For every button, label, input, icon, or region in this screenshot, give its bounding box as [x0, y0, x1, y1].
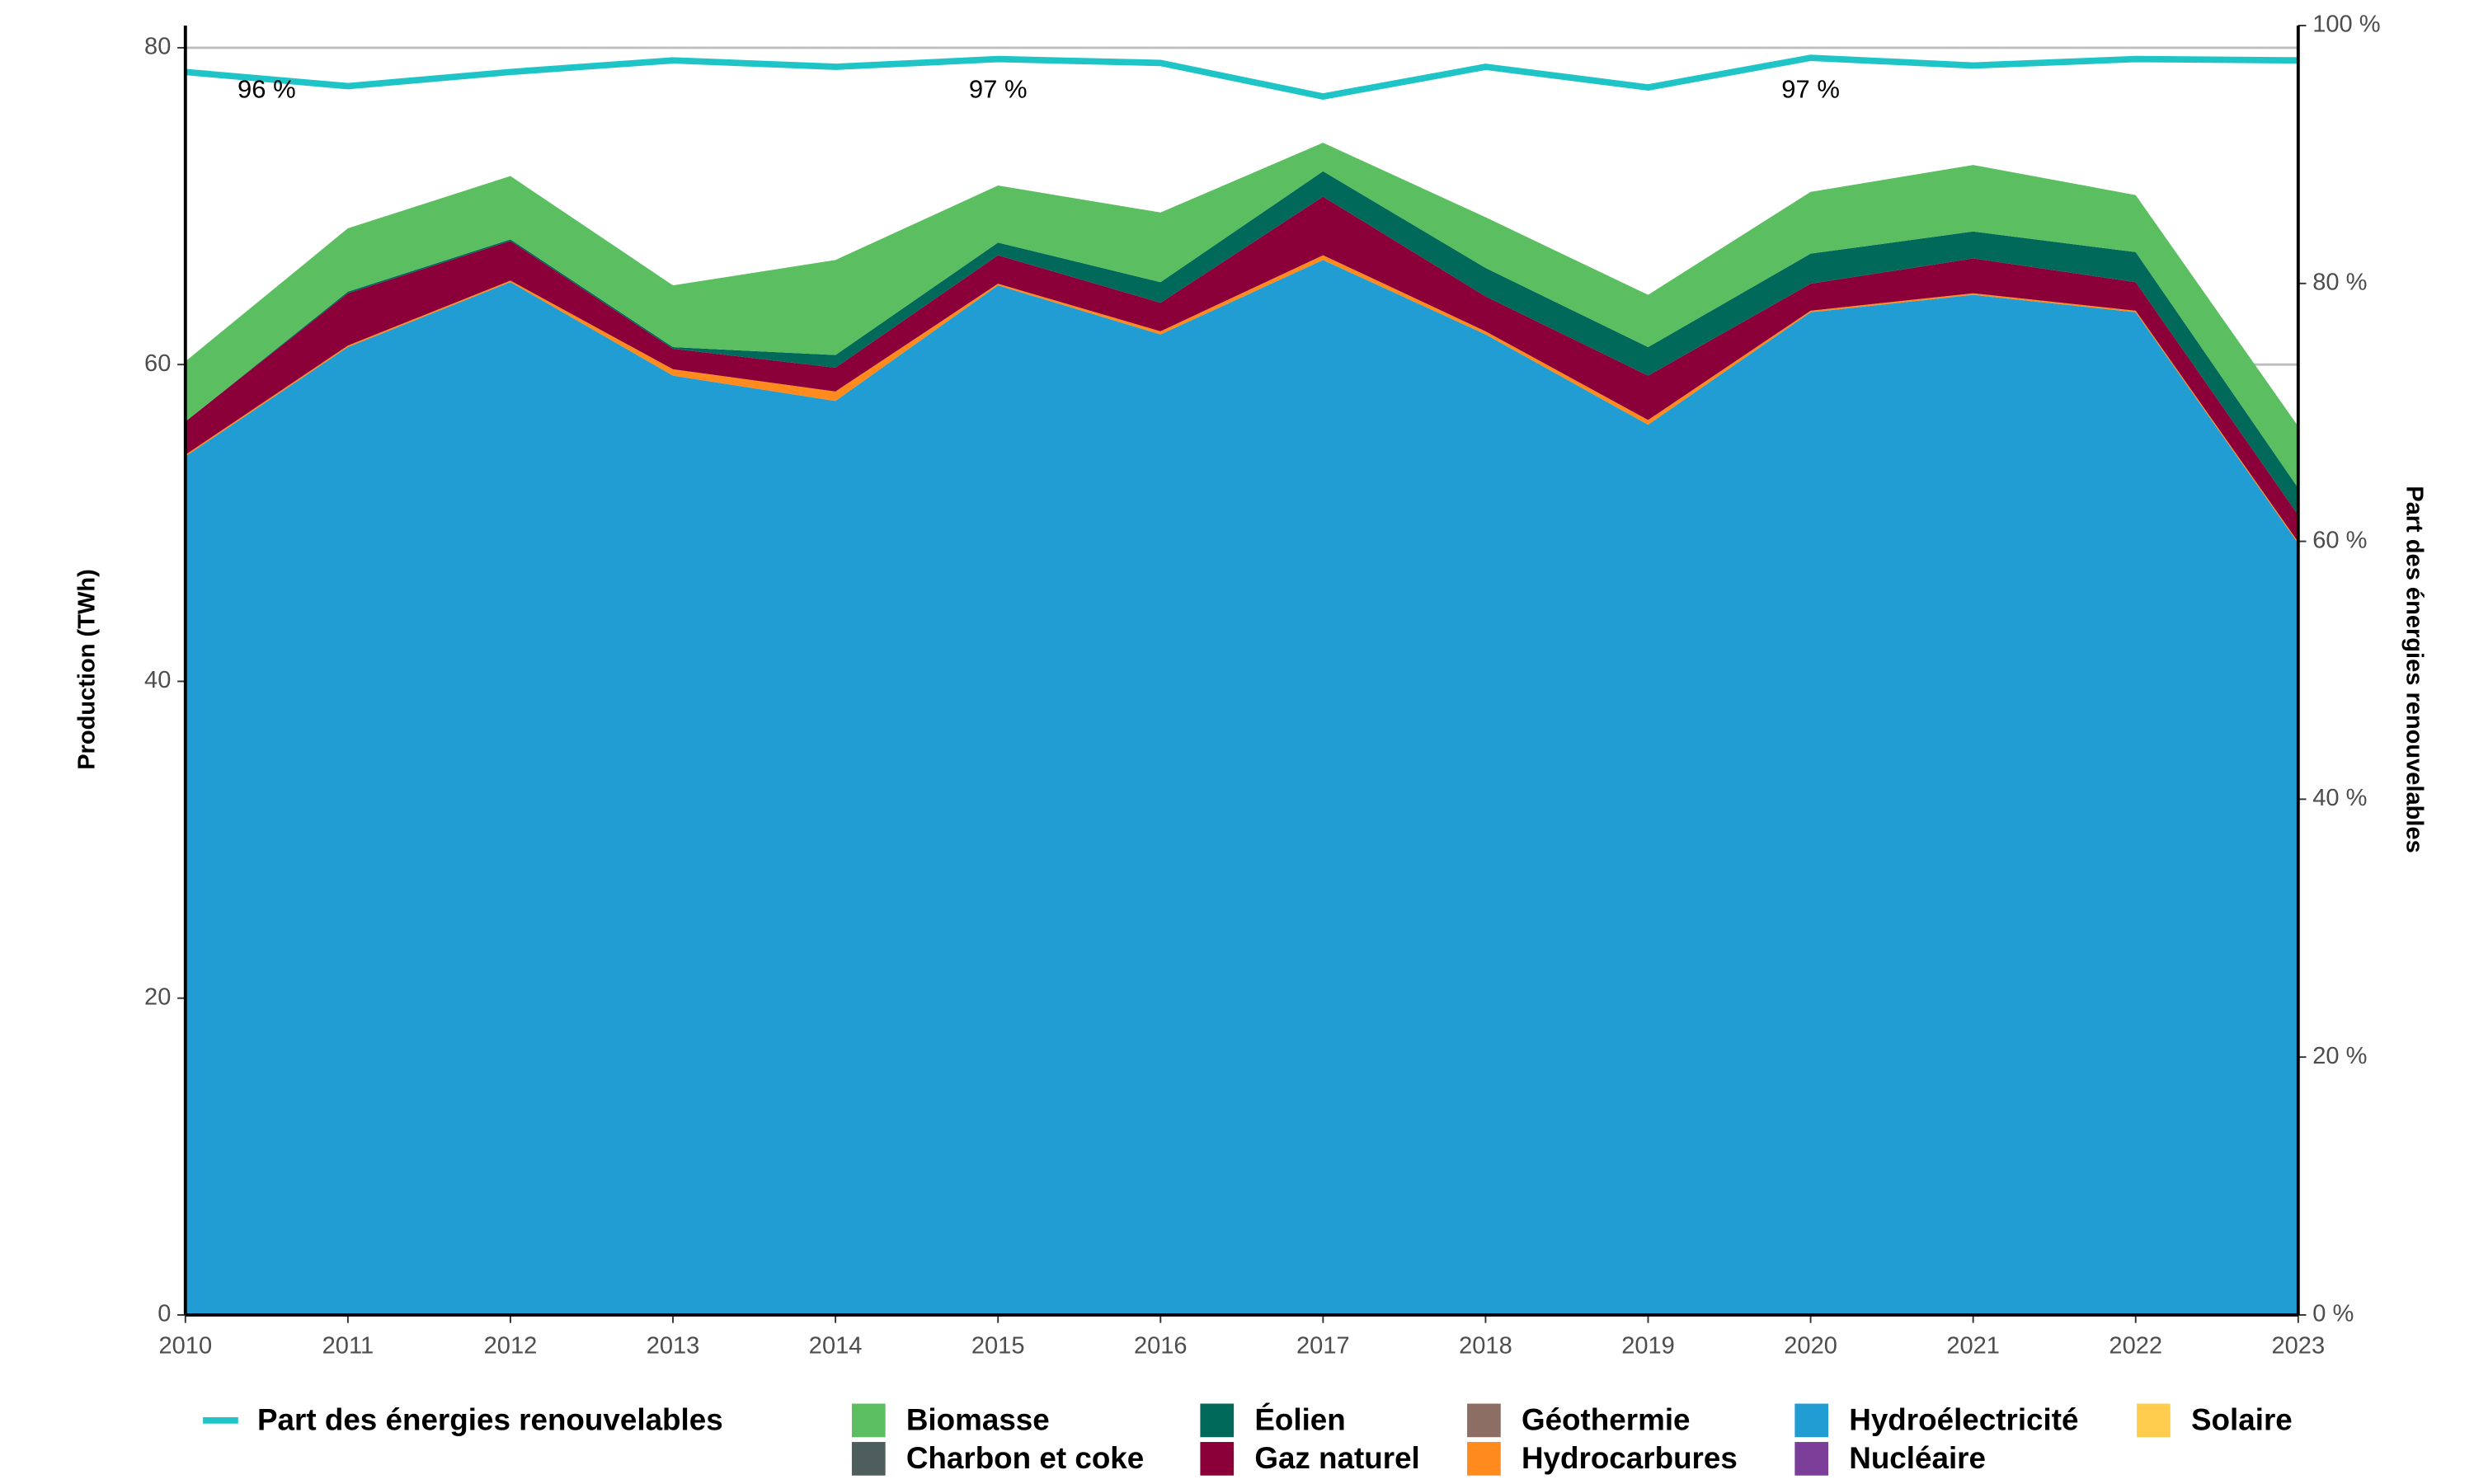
y-tick-label: 40 — [144, 667, 171, 693]
legend-label: Biomasse — [906, 1403, 1050, 1437]
legend-swatch — [1467, 1403, 1501, 1438]
y-tick-label: 20 — [144, 984, 171, 1010]
legend-swatch — [1794, 1442, 1829, 1476]
legend-label: Solaire — [2191, 1403, 2293, 1437]
legend-label: Hydrocarbures — [1522, 1441, 1738, 1475]
y-tick-label: 0 — [158, 1301, 171, 1327]
areas — [185, 143, 2298, 1315]
foreground: 0 20 40 60 80 0 % 20 % 40 % 60 % 80 % 100 % 2010 201… — [144, 12, 2381, 1476]
area — [185, 260, 2298, 1315]
y2-tick-label: 60 % — [2312, 527, 2367, 553]
annotation: 97 % — [1781, 75, 1840, 104]
x-tick-label: 2011 — [322, 1332, 374, 1359]
y2-axis-title: Part des énergies renouvelables — [2401, 486, 2428, 853]
x-tick-label: 2012 — [484, 1332, 538, 1359]
y2-tick-label: 40 % — [2312, 785, 2367, 811]
y2-tick-label: 80 % — [2312, 269, 2367, 295]
x-tick-label: 2016 — [1134, 1332, 1188, 1359]
legend-label: Géothermie — [1522, 1403, 1691, 1437]
legend-label: Hydroélectricité — [1849, 1403, 2078, 1437]
x-tick-label: 2021 — [1946, 1332, 2000, 1359]
y-tick-label: 80 — [144, 34, 171, 60]
x-tick-label: 2013 — [647, 1332, 700, 1359]
annotation: 97 % — [969, 75, 1028, 104]
area — [185, 196, 2298, 542]
legend-swatch — [851, 1442, 886, 1476]
y2-tick-label: 20 % — [2312, 1043, 2367, 1069]
y2-tick-label: 0 % — [2312, 1301, 2354, 1327]
legend-swatch — [2137, 1403, 2171, 1438]
annotation: 96 % — [238, 75, 296, 104]
legend-swatch — [1200, 1403, 1235, 1438]
legend-swatch — [1794, 1403, 1829, 1438]
y-tick-label: 60 — [144, 350, 171, 377]
y2-tick-label: 100 % — [2312, 12, 2380, 38]
legend-swatch — [1200, 1442, 1235, 1476]
x-tick-label: 2022 — [2109, 1332, 2162, 1359]
legend-label: Éolien — [1254, 1403, 1345, 1437]
area — [185, 143, 2298, 489]
legend-swatch — [1467, 1442, 1501, 1476]
x-tick-label: 2019 — [1621, 1332, 1675, 1359]
x-tick-label: 2015 — [971, 1332, 1025, 1359]
line — [185, 54, 2298, 100]
x-tick-label: 2017 — [1296, 1332, 1350, 1359]
x-tick-label: 2020 — [1784, 1332, 1837, 1359]
legend-label: Part des énergies renouvelables — [257, 1403, 723, 1437]
legend-label: Nucléaire — [1849, 1441, 1986, 1475]
y-axis-title: Production (TWh) — [73, 569, 100, 770]
legend-swatch — [851, 1403, 886, 1438]
legend-label: Charbon et coke — [906, 1441, 1144, 1475]
legend-label: Gaz naturel — [1254, 1441, 1419, 1475]
x-tick-label: 2018 — [1459, 1332, 1512, 1359]
x-tick-label: 2010 — [158, 1332, 212, 1359]
x-tick-label: 2014 — [809, 1332, 863, 1359]
x-tick-label: 2023 — [2272, 1332, 2326, 1359]
area — [185, 171, 2298, 515]
